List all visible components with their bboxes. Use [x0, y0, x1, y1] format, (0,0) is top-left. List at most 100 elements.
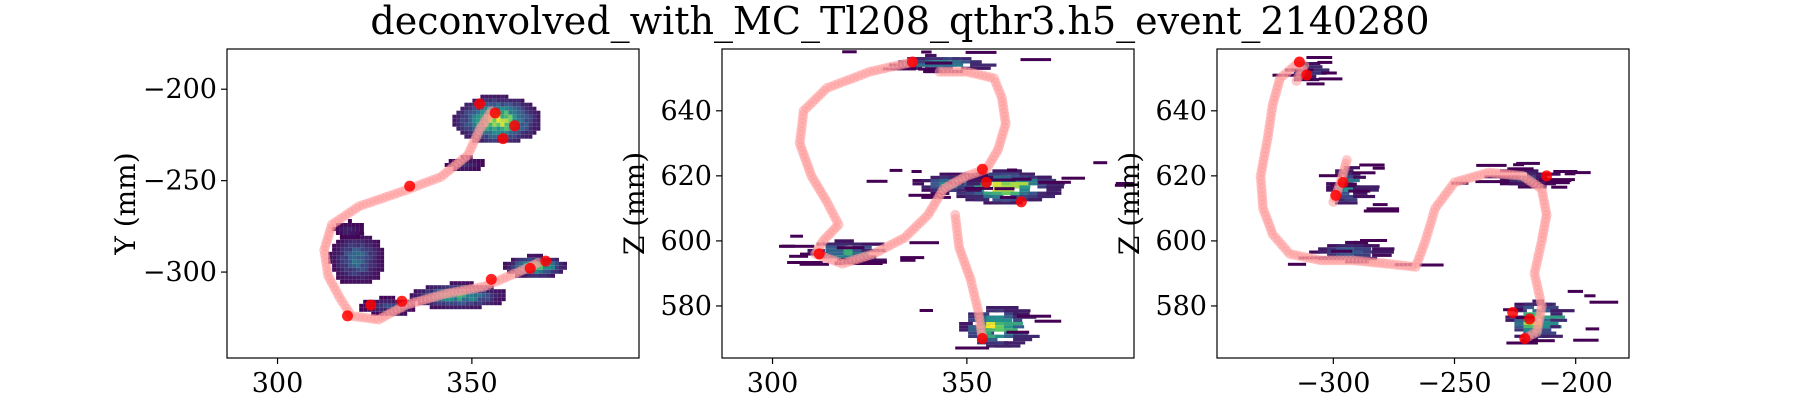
heatmap-cell	[493, 293, 498, 298]
heatmap-cell	[403, 311, 408, 316]
peak-point	[976, 163, 988, 175]
heatmap-cell	[1302, 65, 1323, 69]
heatmap-cell	[516, 134, 521, 139]
heatmap-cell	[476, 167, 481, 171]
heatmap-streak	[1419, 263, 1444, 267]
heatmap-cell	[376, 271, 381, 276]
heatmap-cell	[464, 118, 469, 123]
heatmap-streak	[1306, 56, 1333, 59]
heatmap-cell	[512, 114, 517, 119]
heatmap-cell	[1354, 240, 1369, 245]
peak-markers	[813, 56, 1027, 344]
heatmap-cell	[364, 275, 369, 280]
heatmap-cell	[484, 138, 489, 143]
heatmap-cell	[547, 273, 551, 278]
heatmap-cell	[516, 118, 521, 123]
heatmap-cell	[472, 110, 477, 115]
heatmap-cell	[519, 257, 523, 262]
heatmap-cell	[992, 198, 1002, 202]
heatmap-cell	[460, 118, 465, 123]
heatmap-cell	[485, 297, 490, 302]
heatmap-cell	[441, 297, 446, 302]
heatmap-cell	[825, 248, 850, 253]
heatmap-cell	[843, 248, 854, 253]
heatmap-cell	[391, 299, 396, 304]
heatmap-cell	[516, 102, 521, 107]
y-tick-label: −250	[143, 166, 217, 197]
heatmap-cell	[1514, 325, 1531, 329]
heatmap-cell	[340, 251, 345, 256]
heatmap-cell	[360, 239, 365, 244]
heatmap-cell	[352, 263, 357, 268]
heatmap-streak	[1360, 239, 1388, 242]
heatmap-cell	[1514, 302, 1532, 306]
heatmap-cell	[1541, 315, 1566, 319]
heatmap-cell	[1004, 328, 1018, 332]
heatmap-streak	[1020, 58, 1052, 62]
heatmap-cell	[413, 293, 418, 298]
heatmap-cell	[360, 235, 365, 240]
heatmap-cell	[348, 255, 353, 260]
heatmap-cell	[452, 114, 457, 119]
heatmap-cell	[1019, 185, 1031, 189]
heatmap-cell	[921, 185, 936, 189]
heatmap-blob	[328, 231, 385, 284]
heatmap-cell	[1037, 194, 1055, 199]
heatmap-cell	[449, 285, 454, 290]
heatmap-cell	[372, 255, 377, 260]
heatmap-cell	[965, 194, 991, 199]
heatmap-streak	[1551, 185, 1568, 189]
heatmap-cell	[512, 130, 517, 135]
heatmap-cell	[1550, 309, 1575, 313]
heatmap-cell	[336, 263, 341, 268]
heatmap-cell	[551, 273, 555, 278]
heatmap-streak	[984, 178, 1016, 182]
heatmap-cell	[368, 235, 373, 240]
heatmap-cell	[523, 273, 527, 278]
heatmap-cell	[1037, 175, 1052, 179]
heatmap-cell	[364, 255, 369, 260]
heatmap-cell	[497, 289, 502, 294]
heatmap-cell	[834, 255, 847, 259]
heatmap-cell	[1010, 182, 1037, 186]
heatmap-cell	[453, 281, 458, 286]
peak-markers	[1293, 56, 1553, 344]
plot-area	[319, 94, 567, 325]
heatmap-cell	[375, 303, 380, 308]
track-point	[934, 66, 945, 77]
heatmap-cell	[516, 114, 521, 119]
heatmap-cell	[348, 279, 353, 284]
heatmap-cell	[528, 102, 533, 107]
heatmap-cell	[352, 251, 357, 256]
heatmap-streak	[1287, 262, 1307, 266]
heatmap-streak	[1317, 60, 1333, 64]
heatmap-cell	[452, 122, 457, 127]
heatmap-cell	[995, 334, 1005, 338]
heatmap-cell	[507, 265, 511, 270]
heatmap-cell	[411, 307, 416, 312]
heatmap-streak	[790, 234, 803, 238]
heatmap-cell	[383, 295, 388, 300]
heatmap-cell	[504, 118, 509, 123]
panel-2: 300 350 580 600 620 640 Z (mm)	[618, 48, 1135, 399]
heatmap-cell	[464, 134, 469, 139]
heatmap-cell	[368, 247, 373, 252]
heatmap-cell	[496, 126, 501, 131]
heatmap-cell	[352, 255, 357, 260]
heatmap-cell	[492, 118, 497, 123]
heatmap-cell	[344, 259, 349, 264]
heatmap-cell	[1010, 191, 1024, 195]
heatmap-cell	[465, 301, 470, 306]
heatmap-cell	[364, 259, 369, 264]
heatmap-cell	[387, 299, 392, 304]
heatmap-cell	[359, 303, 364, 308]
heatmap-cell	[825, 252, 847, 256]
heatmap-cell	[1046, 185, 1064, 189]
heatmap-cell	[1372, 253, 1392, 257]
heatmap-cell	[477, 305, 482, 310]
heatmap-cell	[485, 293, 490, 298]
heatmap-cell	[504, 126, 509, 131]
heatmap-cell	[375, 299, 380, 304]
peak-point	[485, 273, 497, 285]
heatmap-cell	[383, 303, 388, 308]
